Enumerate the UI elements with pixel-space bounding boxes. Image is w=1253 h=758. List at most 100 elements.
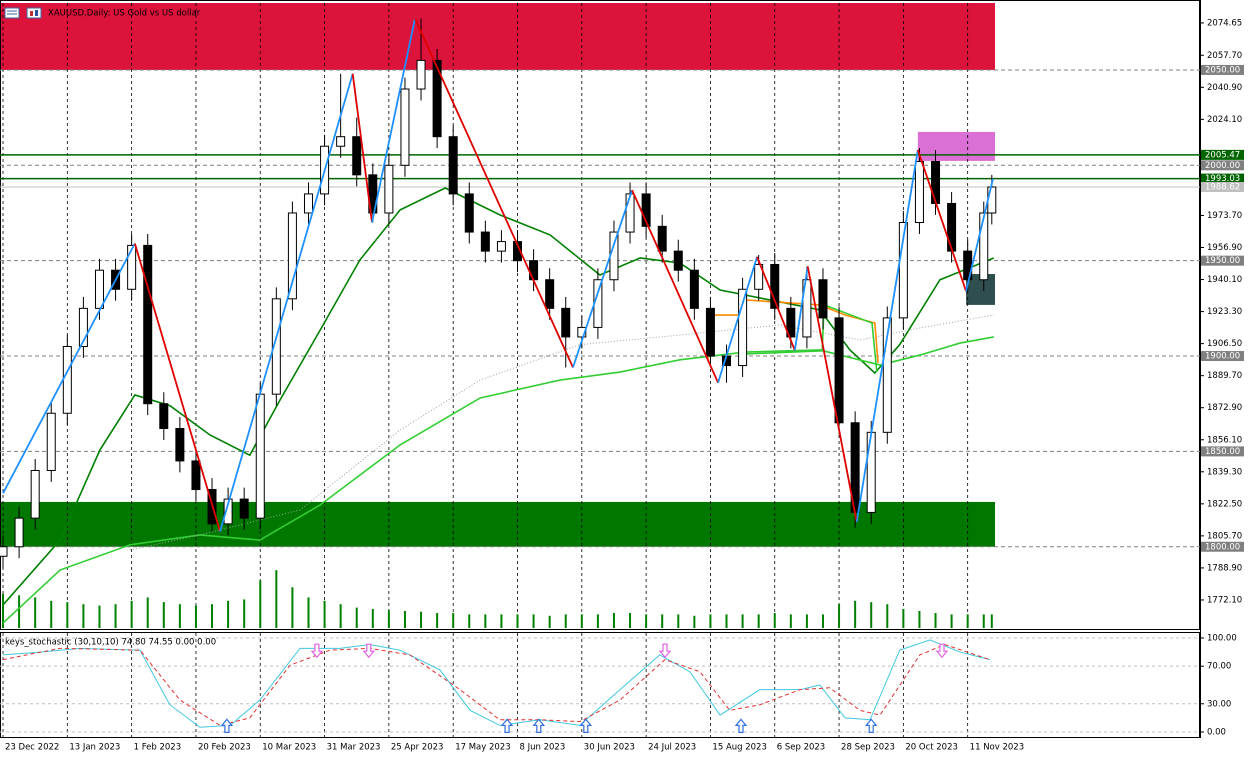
level-label: 1988.62 bbox=[1205, 183, 1240, 193]
y-tick-label: 1856.10 bbox=[1207, 435, 1242, 445]
menu-icon[interactable] bbox=[4, 7, 20, 19]
buy-signal bbox=[734, 718, 748, 733]
candle-body bbox=[400, 88, 410, 166]
x-tick-label: 1 Feb 2023 bbox=[134, 743, 182, 753]
y-tick-label: 2074.65 bbox=[1207, 18, 1242, 28]
volume-bar bbox=[532, 614, 535, 628]
y-tick-label: 0.00 bbox=[1207, 727, 1226, 737]
volume-bar bbox=[146, 597, 149, 628]
buy-signal bbox=[500, 718, 514, 733]
candle-body bbox=[754, 263, 764, 290]
zigzag-segment bbox=[133, 243, 221, 532]
volume-bar bbox=[114, 604, 117, 628]
y-tick-label: 1822.50 bbox=[1207, 499, 1242, 509]
volume-bar bbox=[194, 605, 197, 628]
volume-bar bbox=[339, 604, 342, 628]
sell-signal bbox=[935, 643, 949, 659]
candle-body bbox=[931, 160, 941, 204]
candle-body bbox=[336, 136, 346, 147]
volume-bar bbox=[838, 604, 841, 628]
level-label-box bbox=[1201, 64, 1244, 75]
volume-bar bbox=[468, 614, 471, 628]
volume-bar bbox=[420, 611, 423, 628]
volume-bar bbox=[484, 614, 487, 628]
volume-bar bbox=[805, 614, 808, 628]
volume-bar bbox=[371, 608, 374, 628]
volume-bar bbox=[950, 614, 953, 628]
symbol-icon[interactable] bbox=[26, 7, 42, 19]
indicator-panel-border bbox=[0, 632, 1200, 738]
candle-body bbox=[464, 193, 474, 233]
volume-bar bbox=[275, 570, 278, 628]
axis-background bbox=[1200, 0, 1253, 738]
level-label: 1850.00 bbox=[1205, 447, 1240, 457]
volume-bar bbox=[661, 614, 664, 628]
volume-bar bbox=[355, 607, 358, 628]
candle-body bbox=[384, 164, 394, 214]
y-tick-label: 2024.10 bbox=[1207, 115, 1242, 125]
volume-bar bbox=[243, 599, 246, 628]
candle-body bbox=[223, 498, 233, 525]
x-tick-label: 13 Jan 2023 bbox=[69, 743, 120, 753]
level-label-box bbox=[1201, 182, 1244, 193]
zigzag-segment bbox=[717, 256, 758, 383]
level-label: 1950.00 bbox=[1205, 256, 1240, 266]
level-label-box bbox=[1201, 149, 1244, 160]
volume-bar bbox=[500, 614, 503, 628]
candle-body bbox=[175, 428, 185, 462]
x-tick-label: 30 Jun 2023 bbox=[584, 743, 635, 753]
volume-bar bbox=[677, 614, 680, 628]
volume-bar bbox=[18, 595, 21, 628]
sell-signal bbox=[310, 643, 324, 659]
volume-bar bbox=[403, 611, 406, 628]
x-tick-label: 15 Aug 2023 bbox=[712, 743, 766, 753]
candle-body bbox=[561, 307, 571, 338]
candle-body bbox=[159, 403, 169, 430]
volume-bar bbox=[162, 602, 165, 628]
zigzag-segment bbox=[793, 266, 809, 351]
volume-bar bbox=[693, 615, 696, 628]
y-tick-label: 1956.90 bbox=[1207, 243, 1242, 253]
volume-bar bbox=[918, 611, 921, 628]
candle-body bbox=[770, 263, 780, 309]
volume-bar bbox=[725, 614, 728, 628]
y-tick-label: 1906.50 bbox=[1207, 339, 1242, 349]
candle-body bbox=[818, 279, 828, 319]
x-tick-label: 17 May 2023 bbox=[455, 743, 510, 753]
level-label-box bbox=[1201, 351, 1244, 362]
volume-bar bbox=[709, 614, 712, 628]
volume-bar bbox=[789, 614, 792, 628]
candle-body bbox=[0, 546, 8, 557]
zigzag-segment bbox=[631, 189, 719, 384]
candle-body bbox=[738, 288, 748, 367]
candle-body bbox=[432, 59, 442, 138]
y-tick-label: 30.00 bbox=[1207, 699, 1231, 709]
stochastic-line bbox=[2, 639, 990, 728]
volume-bar bbox=[323, 600, 326, 628]
volume-bar bbox=[966, 614, 969, 628]
candle-body bbox=[641, 193, 651, 227]
zigzag-segment bbox=[916, 149, 967, 292]
volume-bar bbox=[98, 605, 101, 628]
volume-bar bbox=[934, 613, 937, 628]
candle-body bbox=[513, 241, 523, 262]
sell-signal bbox=[658, 643, 672, 659]
candle-body bbox=[127, 244, 137, 290]
candle-body bbox=[239, 498, 249, 519]
buy-signal bbox=[864, 718, 878, 733]
candle-body bbox=[191, 460, 201, 491]
volume-bar bbox=[990, 614, 993, 628]
candle-body bbox=[802, 279, 812, 338]
volume-bar bbox=[307, 597, 310, 628]
volume-bar bbox=[178, 604, 181, 628]
candle-body bbox=[143, 244, 153, 405]
candle-body bbox=[657, 225, 667, 252]
level-label-box bbox=[1201, 255, 1244, 266]
candle-body bbox=[705, 307, 715, 357]
volume-bar bbox=[886, 604, 889, 628]
volume-bar bbox=[982, 614, 985, 628]
y-tick-label: 1788.90 bbox=[1207, 563, 1242, 573]
candle-body bbox=[625, 193, 635, 233]
zigzag-segment bbox=[756, 256, 796, 351]
